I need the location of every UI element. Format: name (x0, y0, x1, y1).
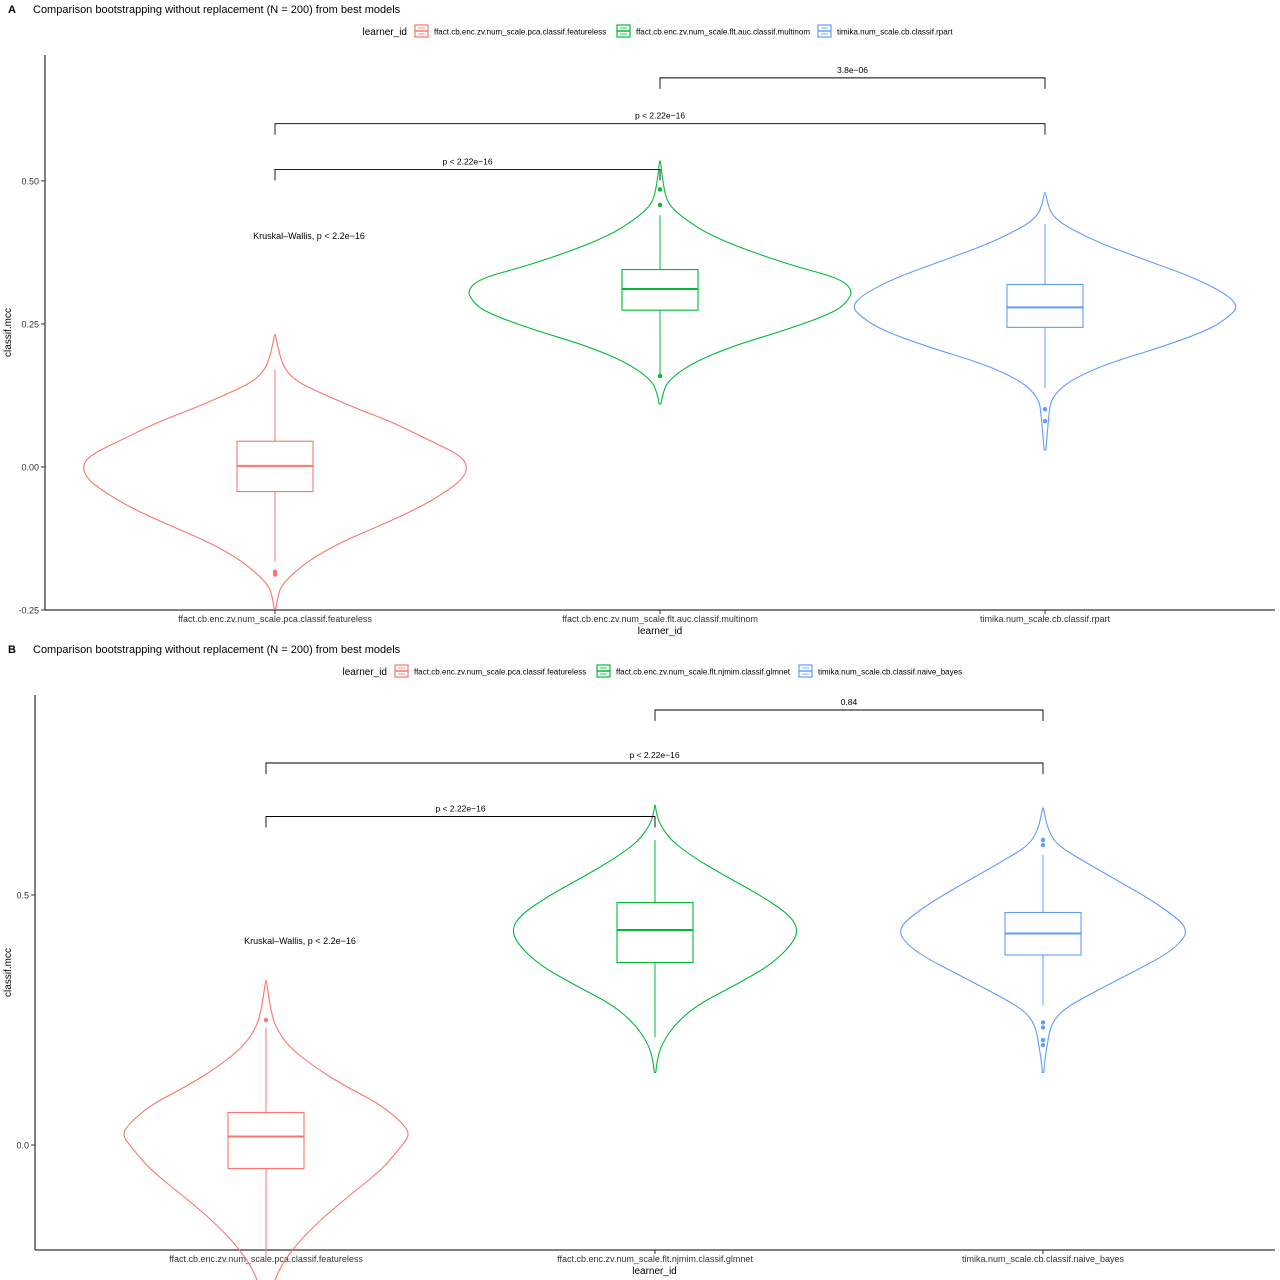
bracket-label: p < 2.22e−16 (635, 111, 685, 121)
legend-key-green (596, 664, 611, 678)
kruskal-wallis-label: Kruskal–Wallis, p < 2.2e−16 (244, 936, 356, 946)
significance-bracket: p < 2.22e−16 (265, 750, 1044, 774)
legend-title: learner_id (363, 27, 407, 38)
significance-bracket: p < 2.22e−16 (274, 111, 1046, 135)
legend-entry: ffact.cb.enc.zv.num_scale.flt.njmim.clas… (616, 668, 791, 677)
outlier-point (1040, 1042, 1046, 1048)
bracket-label: 3.8e−06 (837, 65, 868, 75)
y-axis-title: classif.mcc (3, 948, 14, 997)
legend-entry: ffact.cb.enc.zv.num_scale.pca.classif.fe… (414, 668, 586, 677)
violin (853, 191, 1237, 451)
outlier-point (1040, 1025, 1046, 1030)
series-red (83, 333, 467, 609)
bracket-line (274, 123, 1046, 135)
outlier-point (1040, 1020, 1046, 1025)
violin (512, 804, 798, 1074)
legend-key-blue (817, 24, 832, 38)
x-tick-label: timika.num_scale.cb.classif.rpart (980, 614, 1111, 624)
bracket-label: 0.84 (841, 697, 858, 707)
bracket-line (265, 762, 1044, 774)
violin (900, 806, 1186, 1074)
x-tick-label: ffact.cb.enc.zv.num_scale.flt.auc.classi… (562, 614, 758, 624)
legend-key-blue (798, 664, 813, 678)
chart-title: Comparison bootstrapping without replace… (33, 4, 401, 16)
legend-key-green (616, 24, 631, 38)
outlier-point (1042, 406, 1048, 412)
violin (468, 160, 852, 405)
panel-a: A Comparison bootstrapping without replac… (3, 4, 1275, 637)
legend-entry: ffact.cb.enc.zv.num_scale.flt.auc.classi… (636, 28, 810, 37)
outlier-point (1042, 418, 1048, 424)
series-blue (900, 806, 1186, 1074)
series-green (512, 804, 798, 1074)
outlier-point (272, 572, 278, 577)
significance-bracket: 3.8e−06 (659, 65, 1046, 89)
x-tick-label: ffact.cb.enc.zv.num_scale.pca.classif.fe… (169, 1254, 363, 1264)
y-tick-label: 0.0 (16, 1141, 29, 1151)
bracket-line (654, 709, 1044, 721)
legend-title: learner_id (343, 667, 387, 678)
legend-entry: ffact.cb.enc.zv.num_scale.pca.classif.fe… (434, 28, 606, 37)
chart-title: Comparison bootstrapping without replace… (33, 644, 401, 656)
box (227, 1111, 305, 1170)
outlier-point (657, 187, 663, 192)
violin (123, 979, 409, 1280)
outlier-point (657, 202, 663, 208)
box (616, 901, 694, 964)
x-axis-title: learner_id (632, 1266, 676, 1277)
legend-entry: timika.num_scale.cb.classif.naive_bayes (818, 668, 962, 677)
bracket-line (265, 816, 656, 828)
x-tick-label: ffact.cb.enc.zv.num_scale.pca.classif.fe… (178, 614, 372, 624)
outlier-point (1040, 837, 1046, 843)
outlier-point (657, 373, 663, 379)
outlier-point (1040, 1037, 1046, 1043)
outlier-point (1040, 842, 1046, 848)
legend-key-red (414, 24, 429, 38)
significance-bracket: p < 2.22e−16 (265, 804, 656, 828)
legend: learner_id ffact.cb.enc.zv.num_scale.pca.… (363, 24, 953, 38)
series-blue (853, 191, 1237, 451)
x-tick-label: ffact.cb.enc.zv.num_scale.flt.njmim.clas… (557, 1254, 753, 1264)
violin (83, 333, 467, 609)
series-red (123, 979, 409, 1280)
series-green (468, 160, 852, 405)
x-axis-title: learner_id (638, 626, 682, 637)
legend: learner_id ffact.cb.enc.zv.num_scale.pca.… (343, 664, 962, 678)
y-axis-title: classif.mcc (3, 308, 14, 357)
bracket-label: p < 2.22e−16 (442, 156, 492, 166)
y-tick-label: -0.25 (18, 606, 39, 616)
significance-bracket: 0.84 (654, 697, 1044, 721)
bracket-line (659, 77, 1046, 89)
bracket-label: p < 2.22e−16 (629, 750, 679, 760)
panel-label: B (8, 644, 16, 656)
bracket-label: p < 2.22e−16 (435, 804, 485, 814)
box (1006, 283, 1084, 328)
x-tick-label: timika.num_scale.cb.classif.naive_bayes (962, 1254, 1125, 1264)
significance-bracket: p < 2.22e−16 (274, 156, 661, 181)
panel-b: B Comparison bootstrapping without replac… (3, 644, 1275, 1280)
y-tick-label: 0.5 (16, 891, 29, 901)
y-tick-label: 0.00 (21, 462, 39, 472)
legend-entry: timika.num_scale.cb.classif.rpart (837, 28, 953, 37)
outlier-point (263, 1017, 269, 1023)
legend-key-red (394, 664, 409, 678)
panel-label: A (8, 4, 16, 16)
kruskal-wallis-label: Kruskal–Wallis, p < 2.2e−16 (253, 231, 365, 241)
y-tick-label: 0.50 (21, 176, 39, 186)
bracket-line (274, 168, 661, 181)
y-tick-label: 0.25 (21, 319, 39, 329)
